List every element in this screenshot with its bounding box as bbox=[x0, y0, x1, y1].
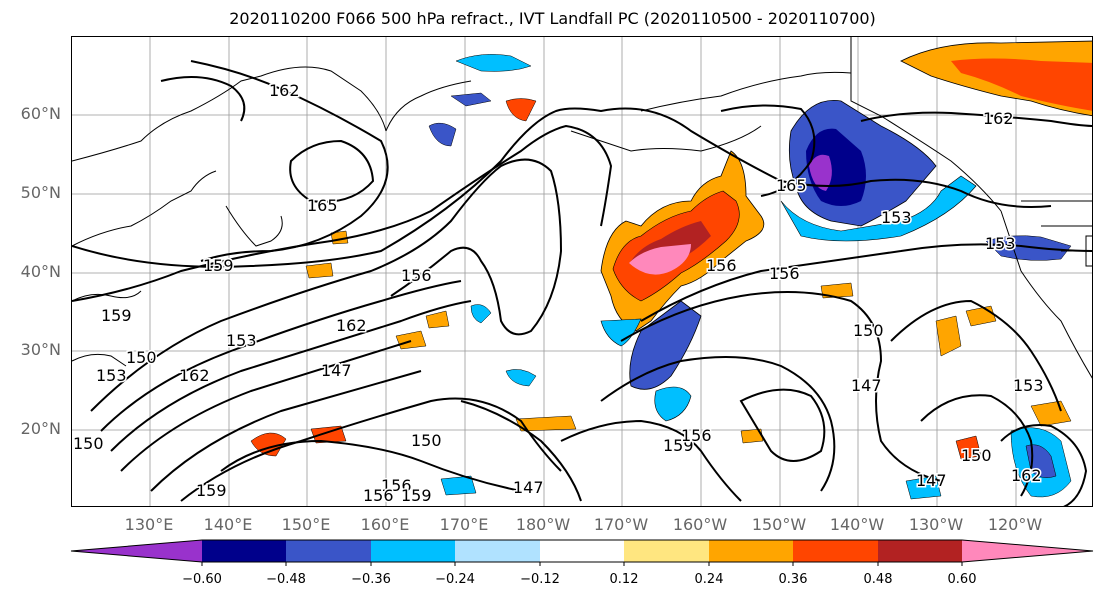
lon-label-150e: 150°E bbox=[281, 515, 331, 534]
contour-label: 150 bbox=[411, 431, 442, 450]
colorbar-tick: 0.36 bbox=[778, 572, 808, 587]
contour-label: 159 bbox=[203, 256, 234, 275]
colorbar-segment bbox=[540, 540, 624, 562]
lon-label-140w: 140°W bbox=[829, 515, 885, 534]
contour-labels: 162 165 159 156 153 150 162 147 156 165 … bbox=[72, 80, 1045, 507]
colorbar-tick: 0.48 bbox=[863, 572, 893, 587]
contour-label: 147 bbox=[851, 376, 882, 395]
lon-label-170e: 170°E bbox=[439, 515, 489, 534]
contour-label: 165 bbox=[776, 176, 807, 195]
contour-label: 150 bbox=[126, 348, 157, 367]
colorbar-segment bbox=[624, 540, 709, 562]
colorbar-tick: −0.12 bbox=[520, 572, 560, 587]
contour-label: 153 bbox=[1013, 376, 1044, 395]
colorbar-tick: −0.24 bbox=[435, 572, 475, 587]
contour-label: 156 bbox=[706, 256, 737, 275]
lon-label-130e: 130°E bbox=[124, 515, 174, 534]
colorbar-tick: −0.36 bbox=[351, 572, 391, 587]
colorbar bbox=[70, 539, 1094, 566]
lon-label-150w: 150°W bbox=[751, 515, 807, 534]
lat-label-20n: 20°N bbox=[20, 419, 61, 438]
lat-label-50n: 50°N bbox=[20, 183, 61, 202]
colorbar-segment bbox=[455, 540, 540, 562]
lon-label-170w: 170°W bbox=[593, 515, 649, 534]
contour-label: 156 bbox=[681, 426, 712, 445]
map-canvas: 162 165 159 156 153 150 162 147 156 165 … bbox=[72, 37, 1092, 507]
lon-label-160w: 160°W bbox=[672, 515, 728, 534]
contour-label: 156 bbox=[363, 486, 394, 505]
contour-label: 159 bbox=[401, 486, 432, 505]
contour-label: 162 bbox=[179, 366, 210, 385]
contour-label: 153 bbox=[96, 366, 127, 385]
contour-label: 153 bbox=[226, 331, 257, 350]
colorbar-tick: −0.60 bbox=[182, 572, 222, 587]
contour-label: 150 bbox=[961, 446, 992, 465]
contour-label: 159 bbox=[101, 306, 132, 325]
colorbar-segment bbox=[371, 540, 455, 562]
colorbar-segment bbox=[878, 540, 962, 562]
contour-label: 159 bbox=[663, 436, 694, 455]
contour-label: 162 bbox=[336, 316, 367, 335]
lat-label-40n: 40°N bbox=[20, 262, 61, 281]
contour-label: 156 bbox=[769, 264, 800, 283]
contour-label: 147 bbox=[321, 361, 352, 380]
lat-label-60n: 60°N bbox=[20, 104, 61, 123]
contour-label: 162 bbox=[269, 81, 300, 100]
colorbar-segment bbox=[71, 540, 202, 562]
colorbar-tick: 0.12 bbox=[609, 572, 639, 587]
lon-label-180w: 180°W bbox=[515, 515, 571, 534]
colorbar-tick: 0.24 bbox=[694, 572, 724, 587]
contour-label: 162 bbox=[983, 109, 1014, 128]
colorbar-tick: 0.60 bbox=[947, 572, 977, 587]
map-title: 2020110200 F066 500 hPa refract., IVT La… bbox=[229, 9, 876, 28]
contour-label: 159 bbox=[196, 481, 227, 500]
lon-label-130w: 130°W bbox=[908, 515, 964, 534]
coastlines bbox=[72, 37, 1092, 379]
contour-label: 147 bbox=[916, 471, 947, 490]
lon-label-160e: 160°E bbox=[360, 515, 410, 534]
lon-label-120w: 120°W bbox=[987, 515, 1043, 534]
colorbar-tick: −0.48 bbox=[266, 572, 306, 587]
contour-label: 156 bbox=[401, 266, 432, 285]
colorbar-segment bbox=[793, 540, 878, 562]
contour-label: 156 bbox=[381, 476, 412, 495]
contour-label: 165 bbox=[307, 196, 338, 215]
colorbar-segment bbox=[286, 540, 371, 562]
colorbar-segment bbox=[709, 540, 793, 562]
contour-label: 147 bbox=[513, 478, 544, 497]
contour-label: 150 bbox=[853, 321, 884, 340]
contour-label: 150 bbox=[73, 434, 104, 453]
contour-label: 153 bbox=[985, 234, 1016, 253]
contour-label: 162 bbox=[1011, 466, 1042, 485]
height-contours bbox=[72, 60, 1092, 506]
lon-label-140e: 140°E bbox=[203, 515, 253, 534]
colorbar-segment bbox=[962, 540, 1093, 562]
lat-label-30n: 30°N bbox=[20, 340, 61, 359]
map-panel: 162 165 159 156 153 150 162 147 156 165 … bbox=[71, 36, 1093, 507]
contour-label: 153 bbox=[881, 208, 912, 227]
colorbar-segment bbox=[202, 540, 286, 562]
